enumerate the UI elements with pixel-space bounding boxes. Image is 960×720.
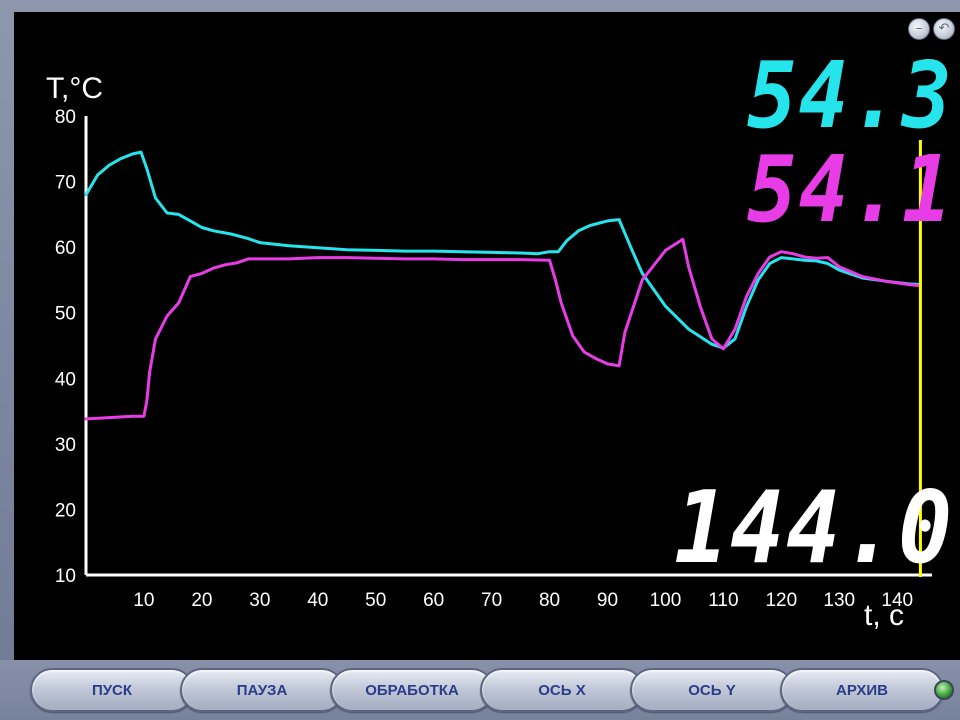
x-tick-label: 20 bbox=[191, 590, 212, 611]
x-tick-label: 110 bbox=[708, 590, 738, 611]
readout-temperature-1: 54.3 bbox=[747, 50, 954, 142]
y-axis-label: T,°C bbox=[46, 72, 103, 105]
x-tick-label: 100 bbox=[650, 590, 682, 611]
minimize-icon[interactable]: – bbox=[908, 18, 930, 40]
y-tick-label: 30 bbox=[55, 435, 76, 456]
y-tick-label: 70 bbox=[55, 173, 76, 194]
x-tick-label: 30 bbox=[249, 590, 270, 611]
x-tick-label: 10 bbox=[133, 590, 154, 611]
y-tick-label: 50 bbox=[55, 304, 76, 325]
readout-temperature-2: 54.1 bbox=[747, 144, 954, 236]
archive-button[interactable]: АРХИВ bbox=[780, 668, 944, 712]
x-tick-label: 120 bbox=[765, 590, 797, 611]
y-tick-label: 40 bbox=[55, 369, 76, 390]
x-tick-label: 40 bbox=[307, 590, 328, 611]
y-tick-label: 20 bbox=[55, 500, 76, 521]
readout-time: 144.0 bbox=[674, 478, 954, 578]
axis-x-button[interactable]: ОСЬ X bbox=[480, 668, 644, 712]
x-tick-label: 80 bbox=[539, 590, 560, 611]
chart-screen: 10 20 30 40 50 60 70 80 10 20 30 40 50 60 70 80 90 100 110… bbox=[14, 12, 960, 660]
back-arrow-icon[interactable]: ↶ bbox=[933, 18, 955, 40]
pause-button[interactable]: ПАУЗА bbox=[180, 668, 344, 712]
y-tick-label: 60 bbox=[55, 238, 76, 259]
y-tick-label: 80 bbox=[55, 107, 76, 128]
processing-button[interactable]: ОБРАБОТКА bbox=[330, 668, 494, 712]
y-tick-label: 10 bbox=[55, 566, 76, 587]
x-tick-label: 60 bbox=[423, 590, 444, 611]
x-tick-label: 70 bbox=[481, 590, 502, 611]
axis-y-button[interactable]: ОСЬ Y bbox=[630, 668, 794, 712]
series-line-2 bbox=[86, 239, 920, 419]
x-tick-label: 90 bbox=[597, 590, 618, 611]
x-axis-label: t, c bbox=[864, 599, 904, 632]
status-led-icon bbox=[934, 680, 954, 700]
x-tick-label: 130 bbox=[823, 590, 855, 611]
start-button[interactable]: ПУСК bbox=[30, 668, 194, 712]
x-tick-label: 50 bbox=[365, 590, 386, 611]
button-bar: ПУСК ПАУЗА ОБРАБОТКА ОСЬ X ОСЬ Y АРХИВ bbox=[0, 660, 960, 720]
